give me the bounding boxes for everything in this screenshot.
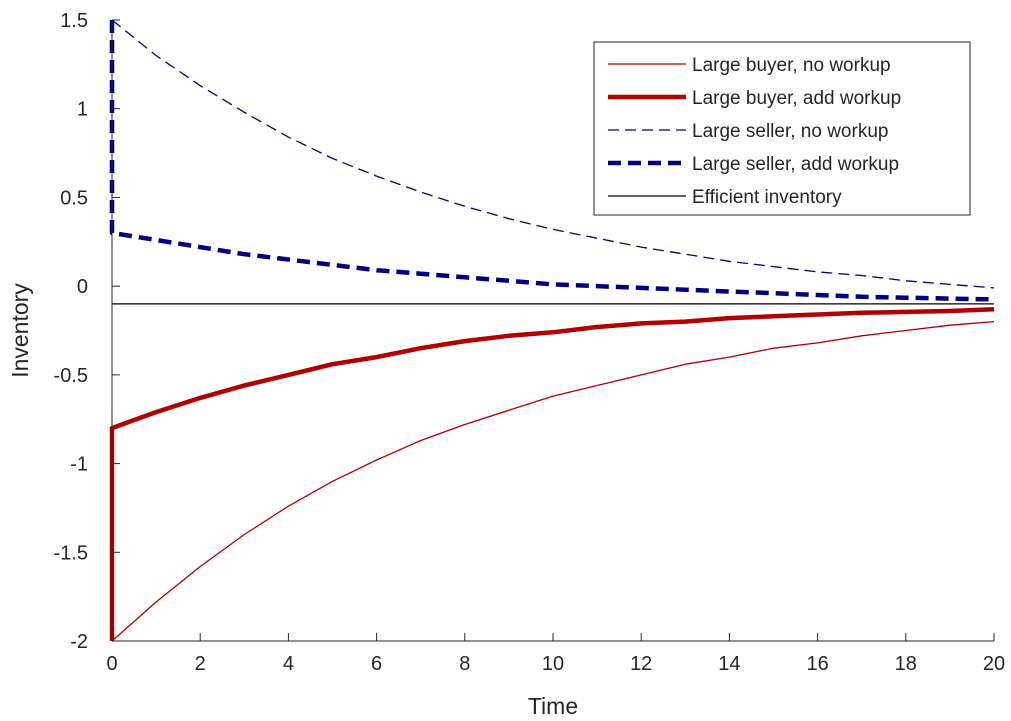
legend-label: Efficient inventory: [692, 187, 842, 208]
series-line-4: [109, 20, 995, 302]
y-tick-label: -2: [70, 631, 88, 653]
x-tick-label: 10: [542, 653, 564, 675]
axes-layer: 0 2 4 6 8 10 12 14 16 18 20 -2 -1.5 -1 -0.5 0 0.5 1 1.5: [54, 10, 1006, 675]
series-line-3: [111, 19, 995, 289]
x-tick-label: 20: [983, 653, 1005, 675]
series-layer: [109, 19, 995, 642]
y-axis-label: Inventory: [7, 283, 33, 378]
y-tick-label: 1.5: [60, 10, 88, 32]
legend: Large buyer, no workup Large buyer, add w…: [593, 41, 971, 216]
x-tick-label: 16: [806, 653, 828, 675]
x-tick-label: 6: [371, 653, 382, 675]
legend-label: Large seller, add workup: [692, 154, 899, 175]
x-tick-label: 18: [895, 653, 917, 675]
legend-label: Large buyer, add workup: [692, 88, 901, 109]
x-tick-label: 2: [195, 653, 206, 675]
y-tick-label: 1: [77, 99, 88, 121]
x-tick-label: 14: [718, 653, 740, 675]
series-line-2: [109, 306, 995, 641]
series-line-1: [111, 320, 995, 642]
y-tick-label: 0: [77, 276, 88, 298]
x-tick-label: 12: [630, 653, 652, 675]
y-tick-label: -1.5: [54, 542, 88, 564]
x-axis-label: Time: [528, 693, 578, 719]
y-tick-label: -1: [70, 454, 88, 476]
x-tick-label: 8: [459, 653, 470, 675]
x-tick-label: 4: [283, 653, 294, 675]
legend-label: Large buyer, no workup: [692, 55, 891, 76]
legend-label: Large seller, no workup: [692, 121, 888, 142]
legend-box: [593, 41, 971, 216]
x-tick-label: 0: [106, 653, 117, 675]
y-tick-label: -0.5: [54, 365, 88, 387]
y-tick-label: 0.5: [60, 187, 88, 209]
